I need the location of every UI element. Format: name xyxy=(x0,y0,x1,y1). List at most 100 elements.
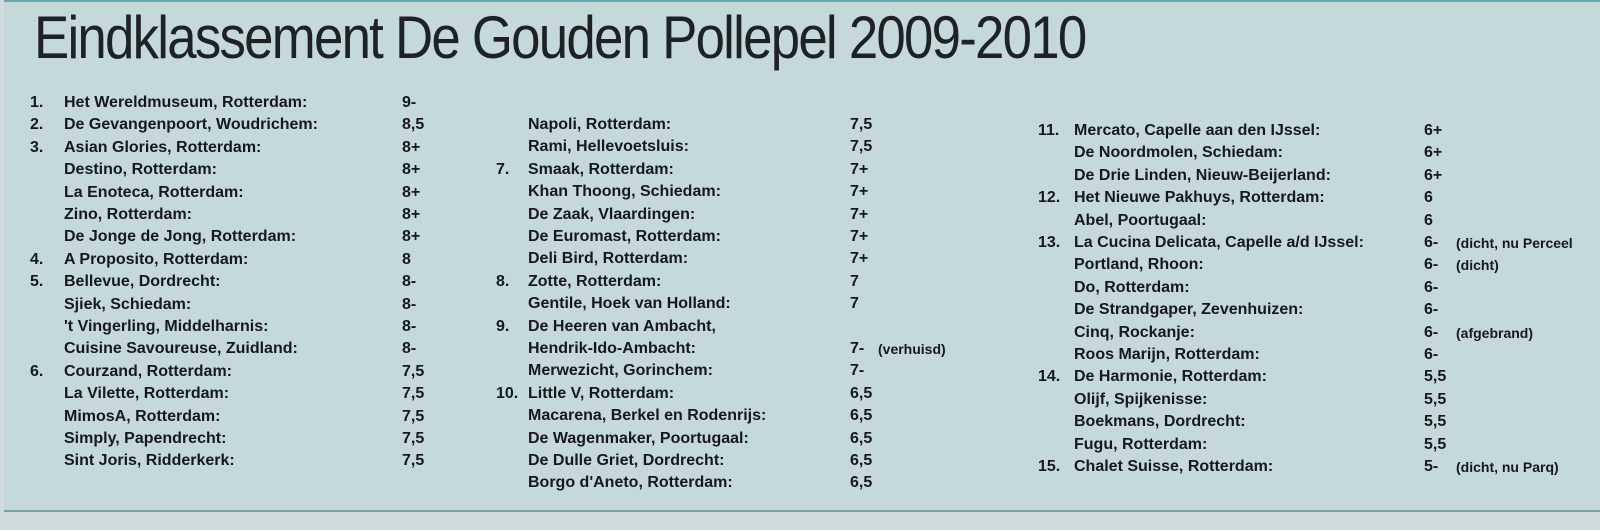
restaurant-name: Bellevue, Dordrecht: xyxy=(64,273,221,291)
score-value: 6+ xyxy=(1424,144,1443,162)
rank-number: 14. xyxy=(1038,368,1061,386)
score-value: 6- xyxy=(1424,323,1439,341)
score-value: 6- xyxy=(1424,278,1439,296)
restaurant-name: Fugu, Rotterdam: xyxy=(1074,435,1208,453)
score-value: 6- xyxy=(1424,301,1439,319)
rank-number: 10. xyxy=(496,384,519,402)
score-value: 8 xyxy=(402,250,411,268)
score-value: 8+ xyxy=(402,138,421,156)
ranking-row: Sjiek, Schiedam: 8- xyxy=(30,294,590,316)
ranking-row: Sint Joris, Ridderkerk: 7,5 xyxy=(30,450,590,472)
score-value: 5,5 xyxy=(1424,435,1447,453)
score-note: (verhuisd) xyxy=(878,341,946,357)
ranking-row: 7. Smaak, Rotterdam: 7+ xyxy=(496,159,1056,181)
restaurant-name: Courzand, Rotterdam: xyxy=(64,362,232,380)
ranking-row: Khan Thoong, Schiedam: 7+ xyxy=(496,181,1056,203)
ranking-row: 2. De Gevangenpoort, Woudrichem: 8,5 xyxy=(30,114,590,136)
score-value: 7+ xyxy=(850,228,869,245)
restaurant-name: La Cucina Delicata, Capelle a/d IJssel: xyxy=(1074,234,1364,251)
ranking-row: De Drie Linden, Nieuw-Beijerland: 6+ xyxy=(1038,165,1598,187)
restaurant-name: Roos Marijn, Rotterdam: xyxy=(1074,346,1260,363)
score-value: 9- xyxy=(402,94,417,111)
score-value: 6,5 xyxy=(850,384,873,402)
restaurant-name: La Vilette, Rotterdam: xyxy=(64,385,230,403)
score-value: 8- xyxy=(402,273,417,291)
restaurant-name: Asian Glories, Rotterdam: xyxy=(64,138,262,156)
restaurant-name: De Drie Linden, Nieuw-Beijerland: xyxy=(1074,166,1331,184)
rank-number: 15. xyxy=(1038,458,1061,475)
restaurant-name: Portland, Rhoon: xyxy=(1074,256,1204,274)
score-value: 7+ xyxy=(850,250,869,268)
rank-number: 5. xyxy=(30,273,44,291)
score-value: 5,5 xyxy=(1424,413,1447,431)
score-value: 6 xyxy=(1424,189,1433,207)
ranking-row: 1. Het Wereldmuseum, Rotterdam: 9- xyxy=(30,92,590,114)
ranking-row: Do, Rotterdam: 6- xyxy=(1038,277,1598,299)
restaurant-name: Cinq, Rockanje: xyxy=(1074,323,1195,341)
ranking-row: 8. Zotte, Rotterdam: 7 xyxy=(496,271,1056,293)
ranking-row: Hendrik-Ido-Ambacht: 7- (verhuisd) xyxy=(496,338,1056,360)
score-note: (afgebrand) xyxy=(1456,324,1533,341)
ranking-row: Roos Marijn, Rotterdam: 6- xyxy=(1038,344,1598,366)
ranking-row: De Wagenmaker, Poortugaal: 6,5 xyxy=(496,428,1056,450)
ranking-row: Macarena, Berkel en Rodenrijs: 6,5 xyxy=(496,405,1056,427)
restaurant-name: Olijf, Spijkenisse: xyxy=(1074,390,1208,408)
ranking-row: Olijf, Spijkenisse: 5,5 xyxy=(1038,389,1598,411)
score-value: 7,5 xyxy=(850,138,873,156)
score-value: 6- xyxy=(1424,234,1439,251)
restaurant-name: Cuisine Savoureuse, Zuidland: xyxy=(64,340,298,358)
rank-number: 7. xyxy=(496,160,510,178)
score-value: 7+ xyxy=(850,205,869,223)
restaurant-name: De Noordmolen, Schiedam: xyxy=(1074,144,1283,162)
ranking-row: De Euromast, Rotterdam: 7+ xyxy=(496,226,1056,248)
score-value: 7,5 xyxy=(850,116,873,133)
restaurant-name: Destino, Rotterdam: xyxy=(64,161,217,179)
ranking-row: 5. Bellevue, Dordrecht: 8- xyxy=(30,271,590,293)
restaurant-name: Deli Bird, Rotterdam: xyxy=(528,250,689,268)
score-value: 8+ xyxy=(402,206,421,223)
score-note: (dicht, nu Perceel xyxy=(1456,235,1573,251)
restaurant-name: De Harmonie, Rotterdam: xyxy=(1074,368,1267,386)
ranking-row: 9. De Heeren van Ambacht, xyxy=(496,316,1056,338)
restaurant-name: Hendrik-Ido-Ambacht: xyxy=(528,340,696,357)
ranking-row: Rami, Hellevoetsluis: 7,5 xyxy=(496,136,1056,158)
score-value: 6+ xyxy=(1424,122,1443,139)
score-value: 6,5 xyxy=(850,429,873,447)
rank-number: 11. xyxy=(1038,122,1060,139)
restaurant-name: Het Wereldmuseum, Rotterdam: xyxy=(64,94,308,111)
ranking-row: 4. A Proposito, Rotterdam: 8 xyxy=(30,249,590,271)
ranking-row: Boekmans, Dordrecht: 5,5 xyxy=(1038,411,1598,433)
ranking-row: 12. Het Nieuwe Pakhuys, Rotterdam: 6 xyxy=(1038,187,1598,209)
ranking-row: De Jonge de Jong, Rotterdam: 8+ xyxy=(30,226,590,248)
restaurant-name: Simply, Papendrecht: xyxy=(64,430,227,447)
restaurant-name: Abel, Poortugaal: xyxy=(1074,211,1207,229)
restaurant-name: Gentile, Hoek van Holland: xyxy=(528,295,731,313)
restaurant-name: De Jonge de Jong, Rotterdam: xyxy=(64,228,297,246)
ranking-row: Borgo d'Aneto, Rotterdam: 6,5 xyxy=(496,472,1056,494)
restaurant-name: Macarena, Berkel en Rodenrijs: xyxy=(528,407,767,425)
ranking-row: Destino, Rotterdam: 8+ xyxy=(30,159,590,181)
restaurant-name: Napoli, Rotterdam: xyxy=(528,116,672,133)
score-value: 6+ xyxy=(1424,166,1443,184)
ranking-row: Cinq, Rockanje: 6- (afgebrand) xyxy=(1038,322,1598,344)
rank-number: 2. xyxy=(30,116,44,134)
score-value: 7,5 xyxy=(402,452,425,470)
ranking-row: 11. Mercato, Capelle aan den IJssel: 6+ xyxy=(1038,120,1598,142)
rank-number: 12. xyxy=(1038,189,1061,207)
restaurant-name: Borgo d'Aneto, Rotterdam: xyxy=(528,474,733,492)
rank-number: 4. xyxy=(30,250,44,268)
restaurant-name: Zotte, Rotterdam: xyxy=(528,272,662,290)
ranking-row: Napoli, Rotterdam: 7,5 xyxy=(496,114,1056,136)
restaurant-name: Sjiek, Schiedam: xyxy=(64,295,192,313)
score-value: 7,5 xyxy=(402,407,425,425)
rank-number: 3. xyxy=(30,138,44,156)
ranking-row: La Enoteca, Rotterdam: 8+ xyxy=(30,182,590,204)
restaurant-name: De Heeren van Ambacht, xyxy=(528,317,716,335)
score-value: 6- xyxy=(1424,346,1439,363)
ranking-row: 15. Chalet Suisse, Rotterdam: 5- (dicht, nu… xyxy=(1038,456,1598,478)
restaurant-name: Rami, Hellevoetsluis: xyxy=(528,138,689,156)
rank-number: 13. xyxy=(1038,234,1061,251)
restaurant-name: De Zaak, Vlaardingen: xyxy=(528,205,696,223)
restaurant-name: Smaak, Rotterdam: xyxy=(528,160,674,178)
score-value: 8+ xyxy=(402,161,421,179)
